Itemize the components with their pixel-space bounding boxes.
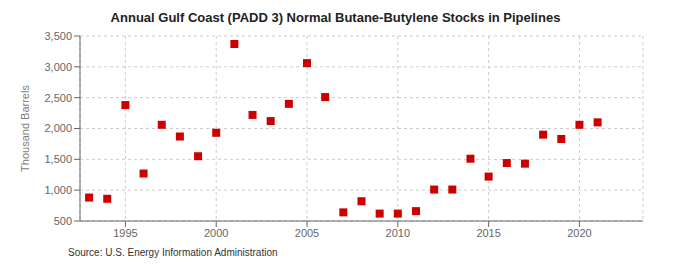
svg-text:1,000: 1,000 — [44, 184, 72, 196]
html-text:Annual Gulf Coast (PADD 3) Nor: Annual Gulf Coast (PADD 3) Normal Butane… — [110, 10, 561, 25]
svg-text:500: 500 — [54, 215, 72, 227]
svg-text:2010: 2010 — [386, 227, 410, 239]
html-text:Source: U.S. Energy Informatio: Source: U.S. Energy Information Administ… — [68, 247, 278, 258]
svg-text:3,000: 3,000 — [44, 61, 72, 73]
svg-text:1,500: 1,500 — [44, 153, 72, 165]
svg-text:2015: 2015 — [476, 227, 500, 239]
svg-text:2005: 2005 — [295, 227, 319, 239]
svg-text:2020: 2020 — [567, 227, 591, 239]
svg-text:3,500: 3,500 — [44, 30, 72, 42]
svg-text:Thousand Barrels: Thousand Barrels — [19, 85, 31, 172]
svg-text:2,500: 2,500 — [44, 92, 72, 104]
svg-text:1995: 1995 — [113, 227, 137, 239]
svg-text:2,000: 2,000 — [44, 122, 72, 134]
svg-text:2000: 2000 — [204, 227, 228, 239]
